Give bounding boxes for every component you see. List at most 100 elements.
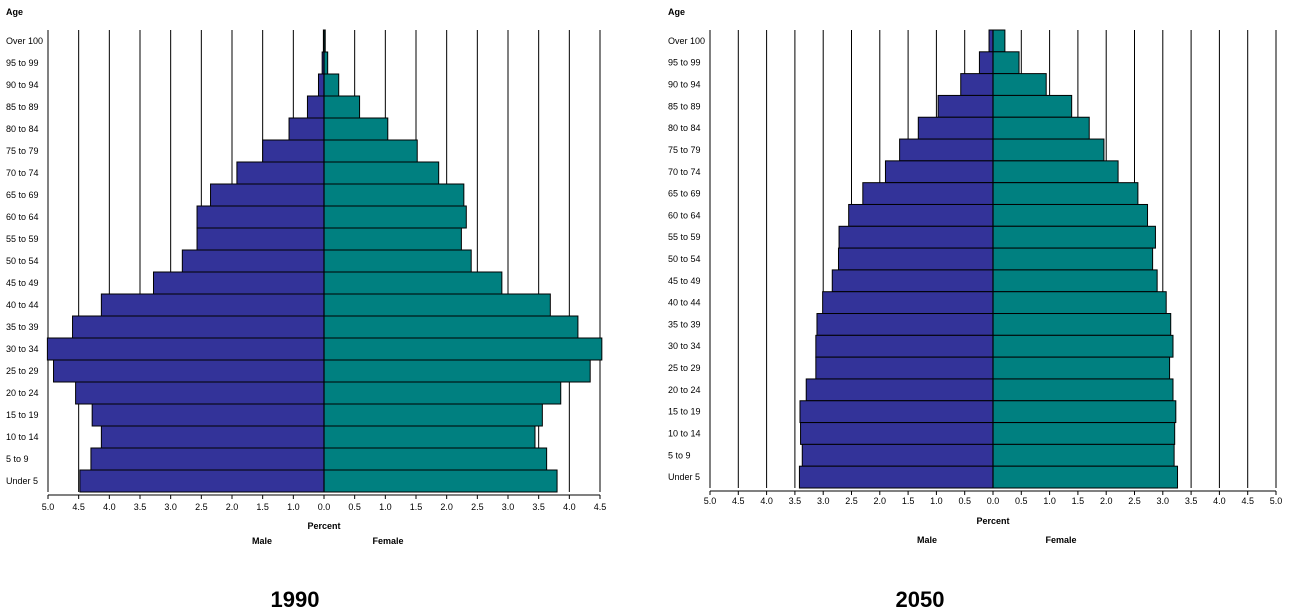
bar-male — [181, 249, 325, 273]
x-tick-label: 1.0 — [930, 496, 943, 506]
x-tick-label: 0.0 — [987, 496, 1000, 506]
bar-male — [899, 138, 994, 162]
bar-female — [992, 94, 1073, 118]
age-category-label: 15 to 19 — [668, 407, 701, 417]
x-tick-label: 4.5 — [732, 496, 745, 506]
x-tick-label: 2.0 — [440, 502, 453, 512]
bar-male — [196, 205, 325, 229]
age-category-label: 5 to 9 — [668, 450, 691, 460]
bar-male — [53, 359, 325, 383]
pyramid-chart-2050: Over 100 95 to 99 90 to 94 85 to 89 80 to 84… — [668, 7, 1282, 612]
bar-male — [100, 425, 325, 449]
bar-male — [100, 293, 325, 317]
bar-male — [831, 269, 994, 293]
bar-male — [801, 443, 994, 467]
age-category-label: 35 to 39 — [668, 319, 701, 329]
bar-female — [323, 95, 361, 119]
x-tick-label: 3.5 — [532, 502, 545, 512]
x-tick-label: 4.5 — [1241, 496, 1254, 506]
male-side-label: Male — [917, 535, 937, 545]
x-tick-label: 4.0 — [563, 502, 576, 512]
x-tick-label: 3.0 — [817, 496, 830, 506]
age-category-label: 90 to 94 — [6, 80, 39, 90]
age-category-label: 45 to 49 — [6, 278, 39, 288]
x-tick-label: 5.0 — [1270, 496, 1283, 506]
bar-male — [196, 227, 325, 251]
bar-male — [816, 313, 994, 336]
age-category-label: 75 to 79 — [668, 145, 701, 155]
bar-female — [992, 356, 1171, 380]
bar-female — [323, 117, 389, 141]
bar-male — [960, 73, 994, 96]
age-category-label: 65 to 69 — [668, 189, 701, 199]
x-tick-label: 5.0 — [704, 496, 717, 506]
x-tick-label: 0.0 — [318, 502, 331, 512]
x-tick-label: 2.0 — [874, 496, 887, 506]
bar-female — [992, 378, 1174, 402]
age-category-label: 20 to 24 — [668, 385, 701, 395]
bar-male — [152, 271, 325, 295]
x-tick-label: 1.5 — [256, 502, 269, 512]
x-tick-label: 0.5 — [1015, 496, 1028, 506]
bar-female — [992, 73, 1047, 96]
x-tick-label: 4.0 — [1213, 496, 1226, 506]
x-tick-label: 4.5 — [594, 502, 607, 512]
bar-male — [937, 94, 994, 118]
x-tick-label: 1.0 — [287, 502, 300, 512]
bar-male — [848, 203, 994, 227]
bar-female — [323, 293, 551, 317]
age-category-label: 95 to 99 — [668, 58, 701, 68]
bar-female — [323, 403, 543, 427]
age-category-label: 90 to 94 — [668, 80, 701, 90]
bar-male — [978, 51, 994, 75]
bar-male — [210, 183, 325, 207]
bar-female — [992, 334, 1174, 358]
bar-female — [323, 73, 340, 97]
bar-female — [992, 29, 1006, 53]
bar-female — [323, 469, 558, 493]
male-side-label: Male — [252, 536, 272, 546]
year-label: 2050 — [896, 587, 945, 612]
bar-female — [992, 313, 1172, 336]
age-category-label: Under 5 — [668, 472, 700, 482]
bar-female — [323, 139, 418, 163]
x-tick-label: 2.0 — [226, 502, 239, 512]
bar-female — [992, 269, 1158, 293]
x-tick-label: 1.5 — [1072, 496, 1085, 506]
age-category-label: 30 to 34 — [6, 344, 39, 354]
bar-female — [323, 183, 465, 207]
age-category-label: 80 to 84 — [6, 124, 39, 134]
y-axis-title: Age — [6, 7, 23, 17]
bar-male — [75, 381, 325, 405]
female-side-label: Female — [372, 536, 403, 546]
age-category-label: 20 to 24 — [6, 388, 39, 398]
x-axis-title: Percent — [307, 521, 340, 531]
age-category-label: 5 to 9 — [6, 454, 29, 464]
bar-male — [838, 225, 994, 249]
x-tick-label: 3.0 — [164, 502, 177, 512]
age-category-label: 80 to 84 — [668, 123, 701, 133]
x-tick-label: 3.5 — [1185, 496, 1198, 506]
bar-female — [323, 205, 467, 229]
bar-female — [323, 381, 562, 405]
x-tick-label: 3.0 — [1157, 496, 1170, 506]
age-category-label: Over 100 — [668, 36, 705, 46]
x-tick-label: 1.0 — [1043, 496, 1056, 506]
age-category-label: 10 to 14 — [6, 432, 39, 442]
pyramid-chart-1990: Over 100 95 to 99 90 to 94 85 to 89 80 to 84… — [6, 7, 606, 612]
x-axis-title: Percent — [976, 516, 1009, 526]
age-category-label: 85 to 89 — [668, 101, 701, 111]
bar-male — [317, 73, 325, 97]
bar-female — [992, 225, 1156, 249]
age-category-label: 15 to 19 — [6, 410, 39, 420]
age-category-label: 55 to 59 — [6, 234, 39, 244]
age-category-label: 65 to 69 — [6, 190, 39, 200]
age-category-label: 30 to 34 — [668, 341, 701, 351]
x-tick-label: 3.5 — [134, 502, 147, 512]
bar-male — [90, 447, 325, 471]
bar-male — [822, 291, 994, 315]
x-tick-label: 1.0 — [379, 502, 392, 512]
bar-male — [815, 334, 994, 358]
bar-female — [992, 182, 1139, 205]
age-category-label: 75 to 79 — [6, 146, 39, 156]
